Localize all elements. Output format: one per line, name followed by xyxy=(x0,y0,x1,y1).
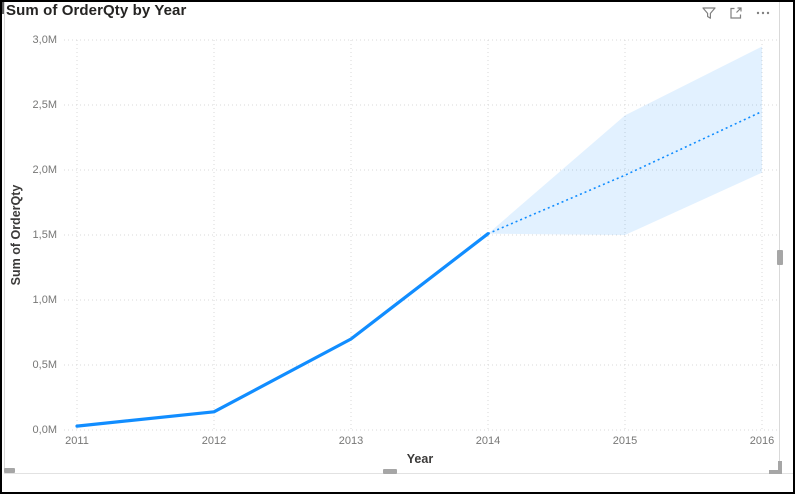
resize-handle-right[interactable] xyxy=(777,250,783,265)
chart-title: Sum of OrderQty by Year xyxy=(6,2,187,19)
y-tick-label: 0,5M xyxy=(32,359,57,371)
visual-header-toolbar xyxy=(701,5,771,21)
resize-grip-corner-icon[interactable] xyxy=(769,461,782,474)
pane-edge-left xyxy=(4,2,5,472)
y-tick-label: 2,5M xyxy=(32,99,57,111)
focus-mode-icon[interactable] xyxy=(728,5,744,21)
resize-handle-bottom[interactable] xyxy=(383,469,397,474)
pane-edge-bottom xyxy=(4,473,793,474)
x-tick-label: 2013 xyxy=(338,435,364,447)
actual-line xyxy=(75,232,490,428)
x-tick-label: 2016 xyxy=(749,435,775,447)
x-tick-label: 2015 xyxy=(612,435,638,447)
y-axis-title: Sum of OrderQty xyxy=(9,184,23,286)
resize-handle-bottom-left[interactable] xyxy=(4,468,15,473)
more-options-icon[interactable] xyxy=(755,5,771,21)
x-axis-title: Year xyxy=(406,452,434,466)
pane-edge-right-top-mark xyxy=(2,2,4,14)
x-tick-label: 2014 xyxy=(475,435,501,447)
y-tick-label: 3,0M xyxy=(32,34,57,46)
x-tick-label: 2012 xyxy=(201,435,227,447)
y-tick-label: 0,0M xyxy=(32,424,57,436)
y-tick-label: 1,5M xyxy=(32,229,57,241)
pane-edge-right xyxy=(779,2,780,473)
y-tick-label: 2,0M xyxy=(32,164,57,176)
forecast-confidence-band xyxy=(488,46,762,235)
x-tick-label: 2011 xyxy=(65,435,89,447)
y-tick-label: 1,0M xyxy=(32,294,57,306)
filter-icon[interactable] xyxy=(701,5,717,21)
